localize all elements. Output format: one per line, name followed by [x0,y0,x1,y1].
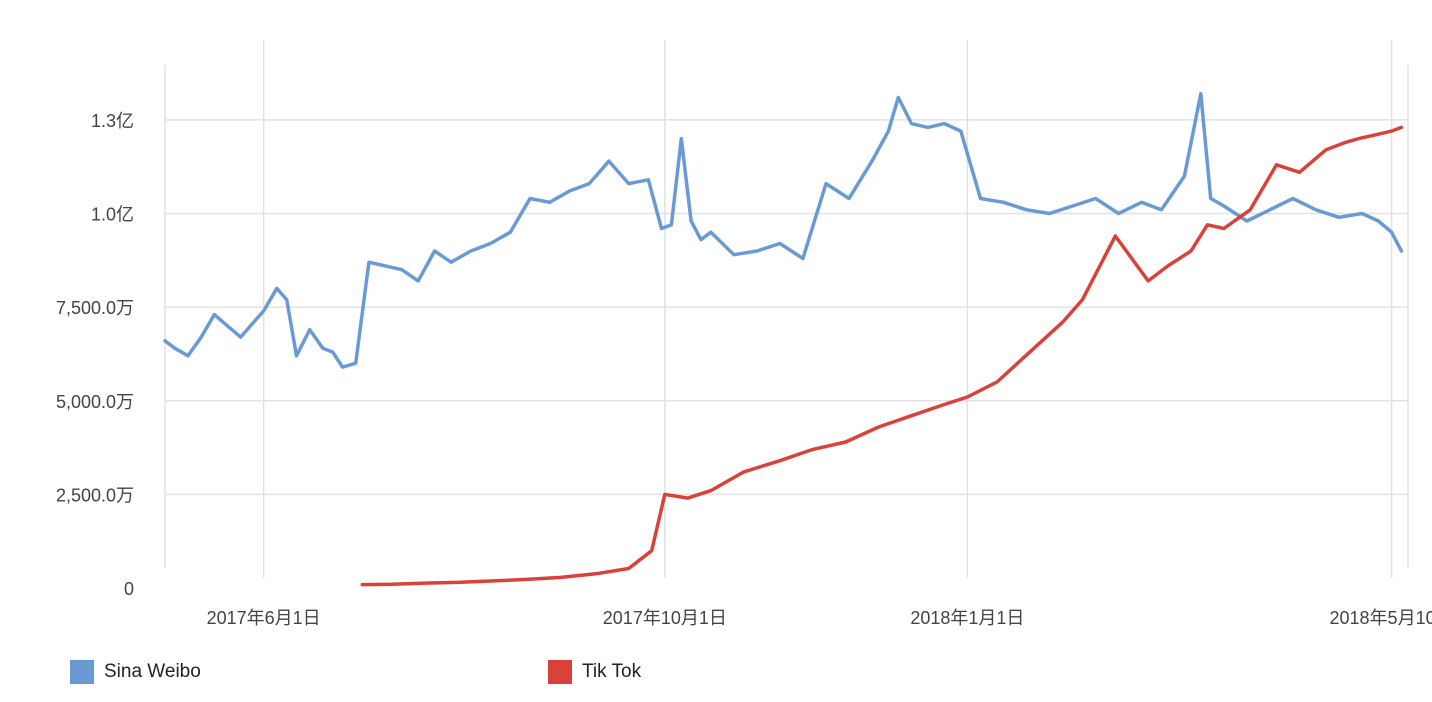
x-axis-tick-labels: 2017年6月1日 2017年10月1日 2018年1月1日 2018年5月10日 [207,608,1432,628]
y-tick-label: 0 [124,579,134,599]
series-lines [163,91,1404,587]
x-tick-label: 2018年1月1日 [910,608,1024,628]
legend-label-sina-weibo: Sina Weibo [104,661,201,682]
y-tick-label: 2,500.0万 [56,485,134,505]
y-tick-label: 7,500.0万 [56,298,134,318]
series-line-sina-weibo [163,91,1404,369]
legend-item-sina-weibo[interactable]: Sina Weibo [70,658,201,686]
legend-swatch-sina-weibo [70,660,94,684]
vertical-gridlines [164,40,1409,578]
series-line-tik-tok [360,125,1404,587]
legend-label-tik-tok: Tik Tok [582,661,642,682]
y-tick-label: 1.3亿 [91,111,134,131]
x-tick-label: 2017年6月1日 [207,608,321,628]
y-tick-label: 1.0亿 [91,205,134,225]
x-tick-label: 2018年5月10日 [1330,608,1432,628]
y-tick-label: 5,000.0万 [56,392,134,412]
legend-item-tik-tok[interactable]: Tik Tok [548,658,641,686]
legend-swatch-tik-tok [548,660,572,684]
horizontal-gridlines [165,119,1408,496]
x-tick-label: 2017年10月1日 [603,608,727,628]
y-axis-tick-labels: 0 2,500.0万 5,000.0万 7,500.0万 1.0亿 1.3亿 [56,111,134,599]
